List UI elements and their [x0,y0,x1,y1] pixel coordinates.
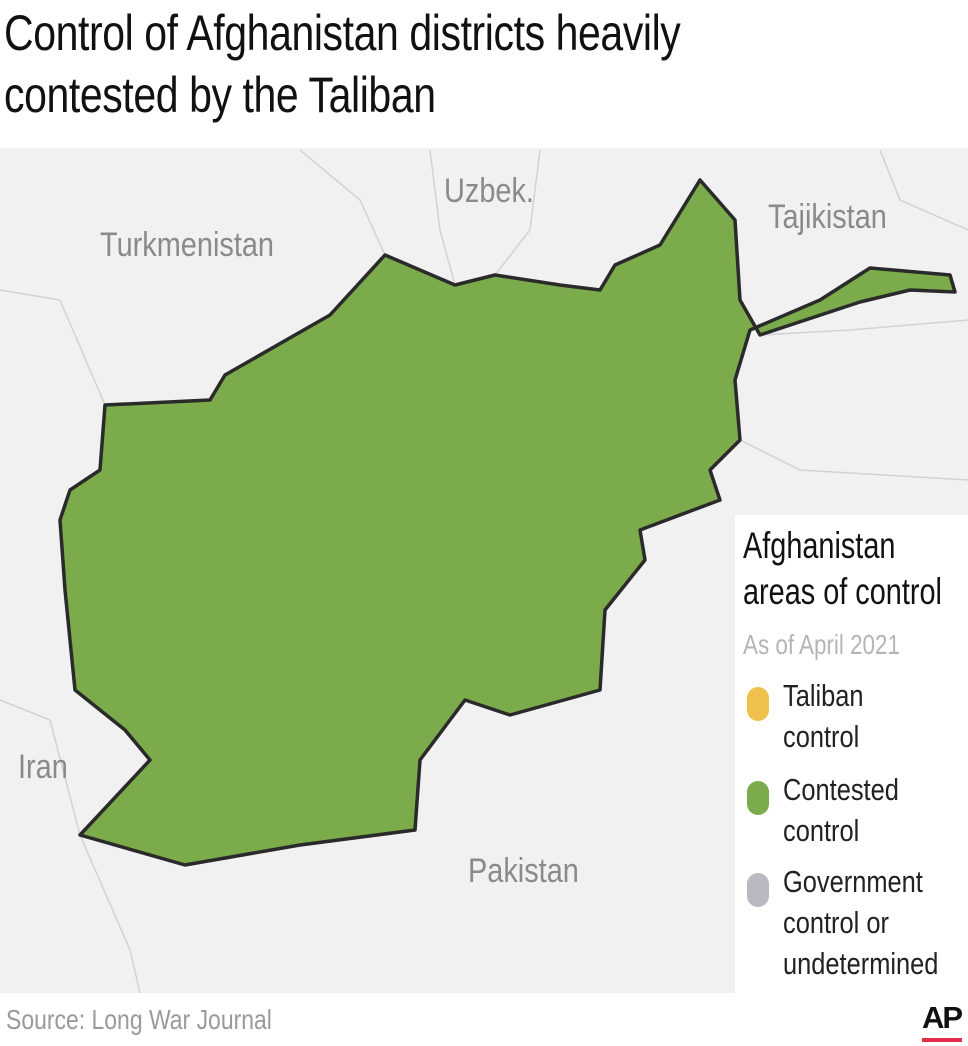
legend-label: Government control or undetermined [783,861,938,984]
label-turkmenistan: Turkmenistan [100,226,274,264]
ap-logo-underline [922,1038,962,1042]
legend-label: Taliban control [783,675,864,757]
legend-title-line-1: Afghanistan [743,525,896,566]
legend-title-line-2: areas of control [743,571,942,612]
legend-subtitle: As of April 2021 [743,629,900,660]
title-line-1: Control of Afghanistan districts heavily [4,5,681,61]
legend-label-line: control [783,719,860,754]
legend-label-line: control or [783,905,889,940]
legend-label-line: Government [783,864,923,899]
legend-label: Contested control [783,769,899,851]
title-line-2: contested by the Taliban [4,67,436,123]
legend: Afghanistan areas of control As of April… [735,515,968,993]
legend-swatch [747,687,769,721]
legend-label-line: undetermined [783,946,939,981]
label-uzbekistan: Uzbek. [444,172,534,210]
legend-swatch [747,781,769,815]
legend-label-line: Contested [783,772,899,807]
source-note: Source: Long War Journal [6,1004,272,1035]
label-iran: Iran [18,748,68,786]
map-svg [0,149,968,993]
ap-logo: AP [922,1000,963,1035]
legend-title: Afghanistan areas of control [743,523,942,615]
page-title: Control of Afghanistan districts heavily… [4,2,681,126]
label-tajikistan: Tajikistan [768,198,887,236]
legend-swatch [747,873,769,907]
legend-label-line: Taliban [783,678,864,713]
legend-label-line: control [783,813,860,848]
label-pakistan: Pakistan [468,852,579,890]
